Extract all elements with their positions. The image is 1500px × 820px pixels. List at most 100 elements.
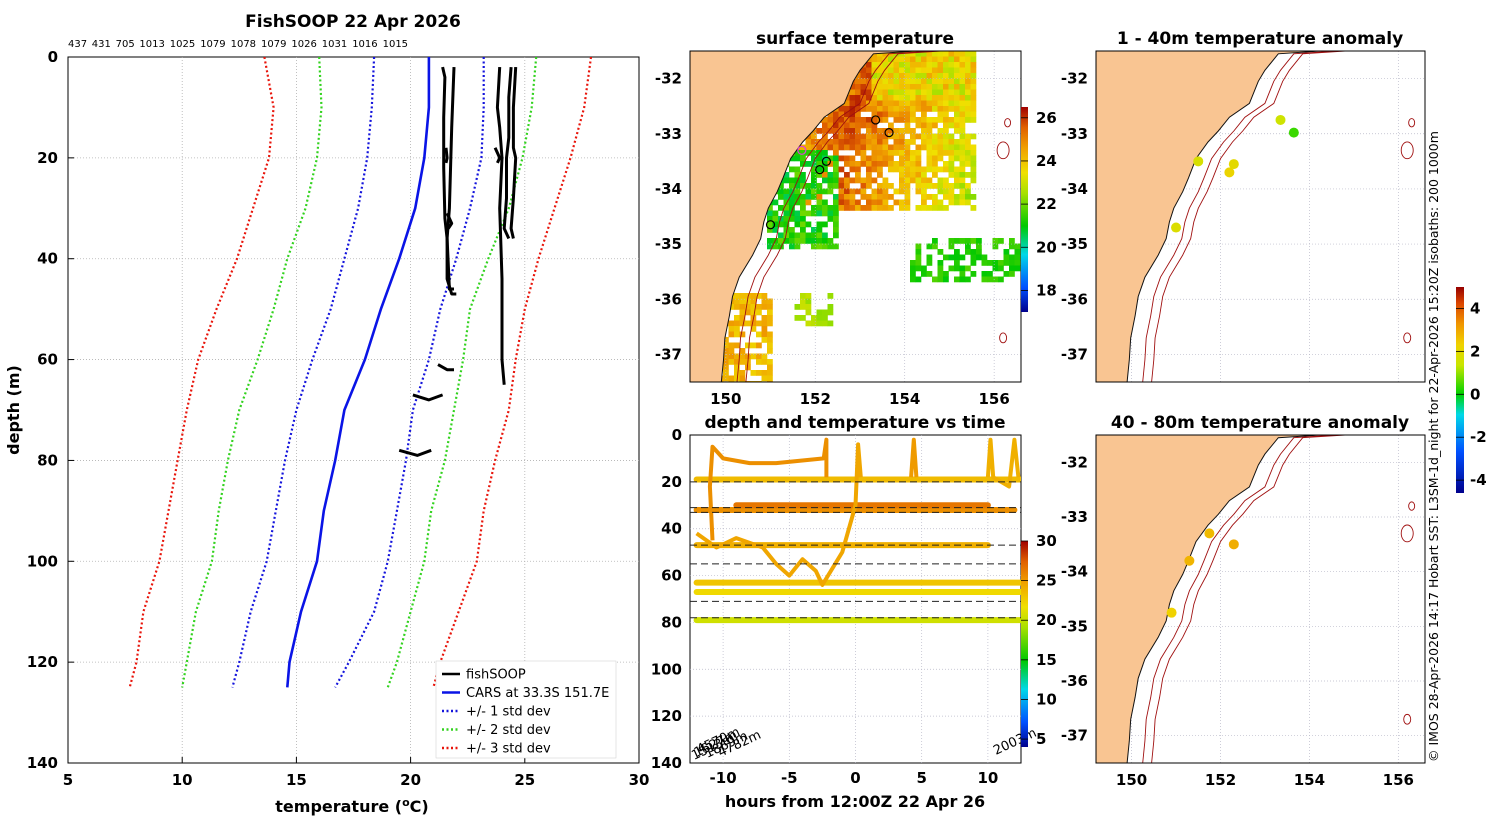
station-marker — [871, 115, 881, 125]
sst-cell — [849, 133, 856, 140]
sst-cell — [750, 326, 757, 332]
sst-cell — [789, 205, 795, 211]
sst-cell — [899, 117, 905, 123]
sst-cell — [926, 254, 933, 261]
sst-cell — [970, 144, 977, 151]
sst-cell — [734, 315, 740, 321]
sst-cell — [904, 183, 911, 189]
sst-cell — [932, 183, 938, 189]
isobath-1000 — [1151, 435, 1374, 763]
sst-cell — [948, 166, 955, 173]
sst-cell — [904, 155, 911, 162]
sst-cell — [800, 177, 806, 184]
sst-cell — [871, 78, 878, 85]
sst-cell — [899, 188, 905, 195]
station-marker — [765, 220, 776, 230]
sst-map-land — [690, 51, 945, 382]
sst-cell — [756, 331, 762, 338]
sst-cell — [943, 67, 949, 74]
anomaly-colorbar-group: 4 2 0 -2 -4 — [1456, 287, 1487, 493]
sst-cell — [783, 188, 790, 195]
sst-cell — [860, 194, 867, 200]
sst-cell — [943, 128, 949, 134]
sst-cell — [822, 122, 828, 129]
sst-cell — [822, 150, 828, 156]
sst-cell — [877, 111, 883, 118]
sst-cell — [970, 172, 977, 178]
x-tick-label: 10 — [977, 769, 998, 787]
sst-cell — [816, 210, 823, 217]
y-tick-label: 0 — [672, 426, 682, 444]
sst-cell — [926, 84, 933, 90]
colorbar-tick-label: 22 — [1036, 195, 1057, 213]
sst-cell — [943, 144, 949, 151]
sst-cell — [937, 150, 944, 156]
sst-cell — [915, 133, 922, 140]
sst-cell — [954, 254, 960, 261]
sst-cell — [882, 205, 889, 211]
sst-cell — [970, 133, 977, 140]
sst-cell — [789, 232, 795, 239]
sst-cell — [866, 205, 872, 211]
sst-cell — [849, 199, 856, 206]
sst-cell — [882, 199, 889, 206]
sst-cell — [970, 194, 977, 200]
sst-cell — [888, 100, 894, 107]
sst-cell — [822, 238, 828, 244]
sst-cell — [981, 276, 988, 283]
sst-cell — [943, 84, 949, 90]
sst-cell — [904, 188, 911, 195]
sst-cell — [915, 188, 922, 195]
anomaly-shallow-land — [1096, 51, 1350, 382]
sst-cell — [937, 205, 944, 211]
std3-plus-line — [432, 57, 593, 688]
sst-cell — [734, 326, 740, 332]
top-label: 1016 — [352, 39, 377, 50]
y-tick-label: -36 — [1061, 672, 1088, 690]
x-tick-label: 152 — [1205, 771, 1236, 789]
fishsoop-track — [437, 363, 454, 372]
sst-cell — [882, 62, 889, 68]
sst-cell — [866, 89, 872, 96]
sst-cell — [1009, 265, 1015, 272]
sst-cell — [893, 62, 900, 68]
sst-cell — [811, 139, 817, 145]
sst-cell — [877, 166, 883, 173]
sst-cell — [833, 155, 839, 162]
sst-cell — [948, 254, 955, 261]
sst-cell — [816, 205, 823, 211]
sst-cell — [899, 139, 905, 145]
sst-cell — [811, 194, 817, 200]
sst-cell — [739, 298, 746, 305]
sst-cell — [860, 188, 867, 195]
sst-cell — [728, 320, 735, 327]
sst-cell — [728, 353, 735, 360]
sst-cell — [992, 238, 999, 244]
sst-cell — [954, 139, 960, 145]
sst-cell — [734, 353, 740, 360]
time-title: depth and temperature vs time — [705, 413, 1006, 433]
sst-cell — [959, 271, 966, 277]
sst-cell — [794, 243, 801, 250]
depth-trace — [707, 437, 829, 541]
fishsoop-track — [444, 147, 449, 164]
sst-cell — [893, 73, 900, 79]
sst-cell — [970, 78, 977, 85]
sst-cell — [800, 183, 806, 189]
sst-cell — [937, 249, 944, 255]
sst-cell — [959, 73, 966, 79]
sst-cell — [932, 161, 938, 167]
sst-cell — [943, 205, 949, 211]
sst-cell — [910, 84, 916, 90]
sst-cell — [882, 183, 889, 189]
sst-cell — [761, 359, 768, 365]
sst-cell — [767, 238, 773, 244]
sst-cell — [899, 166, 905, 173]
sst-cell — [739, 320, 746, 327]
sst-cell — [772, 221, 779, 228]
sst-cell — [838, 106, 845, 112]
sst-cell — [959, 166, 966, 173]
sst-cell — [811, 177, 817, 184]
sst-cell — [910, 67, 916, 74]
sst-cell — [800, 205, 806, 211]
